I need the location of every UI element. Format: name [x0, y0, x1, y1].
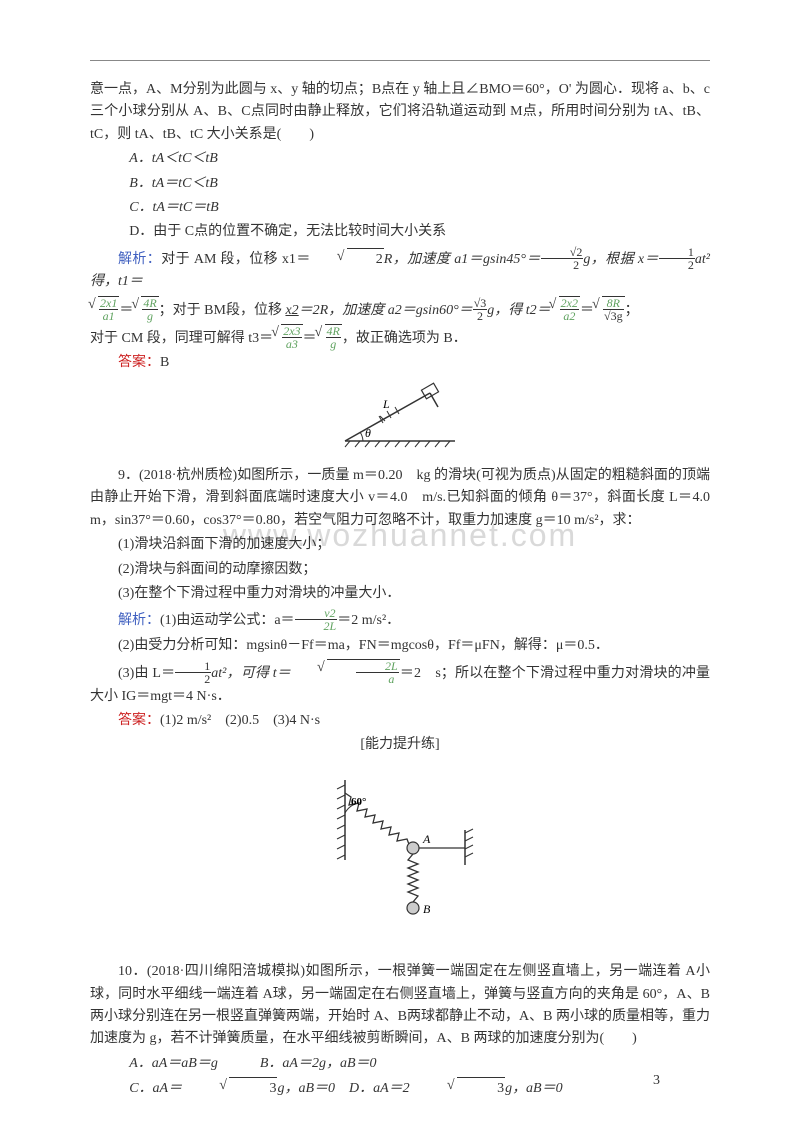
analysis-label: 解析：	[118, 252, 161, 267]
analysis2-l3: (3)由 L＝12at²，可得 t＝2La＝2 s；所以在整个下滑过程中重力对滑…	[90, 659, 710, 708]
top-rule	[90, 60, 710, 61]
choice-c: C．tA＝tC＝tB	[90, 197, 710, 219]
q9-s2: (2)滑块与斜面间的动摩擦因数；	[90, 559, 710, 581]
analysis2-l1: 解析：(1)由运动学公式：a＝v22L＝2 m/s²．	[90, 607, 710, 632]
intro-text: 意一点，A、M分别为此圆与 x、y 轴的切点；B点在 y 轴上且∠BMO＝60°…	[90, 79, 710, 146]
choice-a: A．tA＜tC＜tB	[90, 148, 710, 170]
svg-text:B: B	[423, 902, 431, 916]
q9-s3: (3)在整个下滑过程中重力对滑块的冲量大小．	[90, 583, 710, 605]
analysis1-p1b: 2x1a1＝4Rg；对于 BM段，位移 x2＝2R，加速度 a2＝gsin60°…	[90, 296, 710, 322]
figure-1: L θ	[90, 381, 710, 459]
svg-text:A: A	[422, 832, 431, 846]
answer-label: 答案：	[118, 355, 160, 370]
choices2-row2: C．aA＝3g，aB＝0 D．aA＝23g，aB＝0	[90, 1077, 710, 1100]
spring-diagram: 60° A B	[315, 775, 485, 935]
answer2: 答案：(1)2 m/s² (2)0.5 (3)4 N·s	[90, 710, 710, 732]
choice-d: D．由于 C点的位置不确定，无法比较时间大小关系	[90, 221, 710, 243]
analysis1-p2: 对于 CM 段，同理可解得 t3＝2x3a3＝4Rg，故正确选项为 B．	[90, 324, 710, 350]
svg-text:60°: 60°	[351, 796, 366, 808]
content: 意一点，A、M分别为此圆与 x、y 轴的切点；B点在 y 轴上且∠BMO＝60°…	[90, 79, 710, 1101]
analysis2-l2: (2)由受力分析可知：mgsinθ－Ff＝ma，FN＝mgcosθ，Ff＝μFN…	[90, 635, 710, 657]
q9-s1: (1)滑块沿斜面下滑的加速度大小；	[90, 534, 710, 556]
q10-text: 10．(2018·四川绵阳涪城模拟)如图所示，一根弹簧一端固定在左侧竖直墙上，另…	[90, 961, 710, 1051]
page: www.wozhuannet.com 意一点，A、M分别为此圆与 x、y 轴的切…	[0, 0, 800, 1132]
figure-2: 60° A B	[90, 775, 710, 943]
choice-b: B．tA＝tC＜tB	[90, 173, 710, 195]
choices2-row1: A．aA＝aB＝g B．aA＝2g，aB＝0	[90, 1053, 710, 1075]
analysis-label: 解析：	[118, 613, 160, 628]
incline-diagram: L θ	[335, 381, 465, 451]
section-title: [能力提升练]	[90, 734, 710, 756]
answer-label: 答案：	[118, 713, 160, 728]
answer1: 答案：B	[90, 352, 710, 374]
svg-text:L: L	[382, 397, 390, 411]
analysis1-p1: 解析：对于 AM 段，位移 x1＝2R，加速度 a1＝gsin45°＝√22g，…	[90, 246, 710, 294]
q9-text: 9．(2018·杭州质检)如图所示，一质量 m＝0.20 kg 的滑块(可视为质…	[90, 465, 710, 532]
svg-text:θ: θ	[365, 426, 371, 440]
